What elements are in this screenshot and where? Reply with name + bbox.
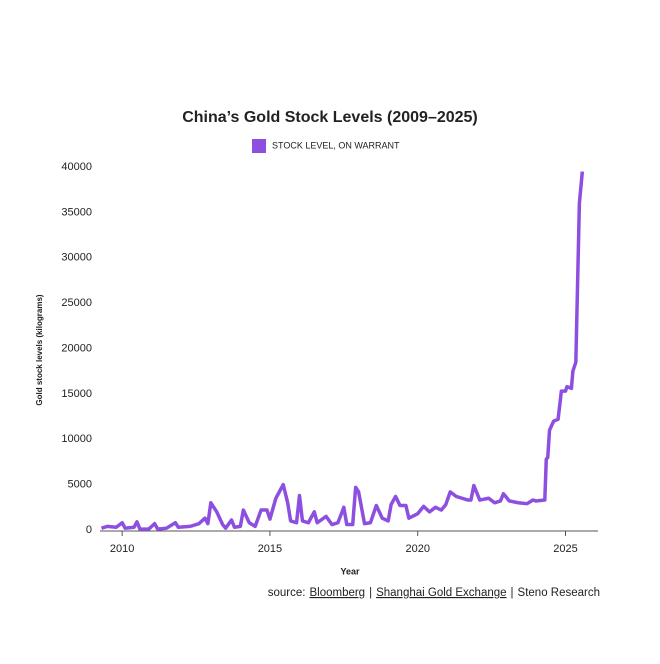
source-name: Bloomberg [309, 587, 365, 599]
source-separator: | [369, 587, 372, 599]
legend-label: STOCK LEVEL, ON WARRANT [272, 140, 400, 150]
y-tick-label: 30000 [61, 252, 92, 264]
y-tick-label: 0 [86, 524, 92, 536]
y-tick-label: 15000 [61, 388, 92, 400]
x-tick-label: 2025 [553, 543, 577, 555]
y-tick-label: 35000 [61, 206, 92, 218]
x-tick-label: 2015 [258, 543, 282, 555]
x-tick-label: 2010 [110, 543, 134, 555]
x-axis-label: Year [340, 566, 360, 576]
y-tick-label: 5000 [68, 479, 92, 491]
y-tick-label: 40000 [61, 161, 92, 173]
chart-title: China’s Gold Stock Levels (2009–2025) [182, 109, 478, 126]
y-tick-label: 10000 [61, 433, 92, 445]
legend-swatch [252, 139, 266, 153]
source-name: Shanghai Gold Exchange [376, 587, 506, 599]
source-separator: | [511, 587, 514, 599]
data-line [100, 171, 585, 531]
source-name: Steno Research [518, 587, 600, 599]
y-axis-label: Gold stock levels (kilograms) [35, 294, 44, 405]
source: source: Bloomberg | Shanghai Gold Exchange |… [268, 587, 600, 599]
y-tick-label: 20000 [61, 342, 92, 354]
x-tick-label: 2020 [405, 543, 429, 555]
y-tick-label: 25000 [61, 297, 92, 309]
source-label: source: [268, 587, 306, 599]
